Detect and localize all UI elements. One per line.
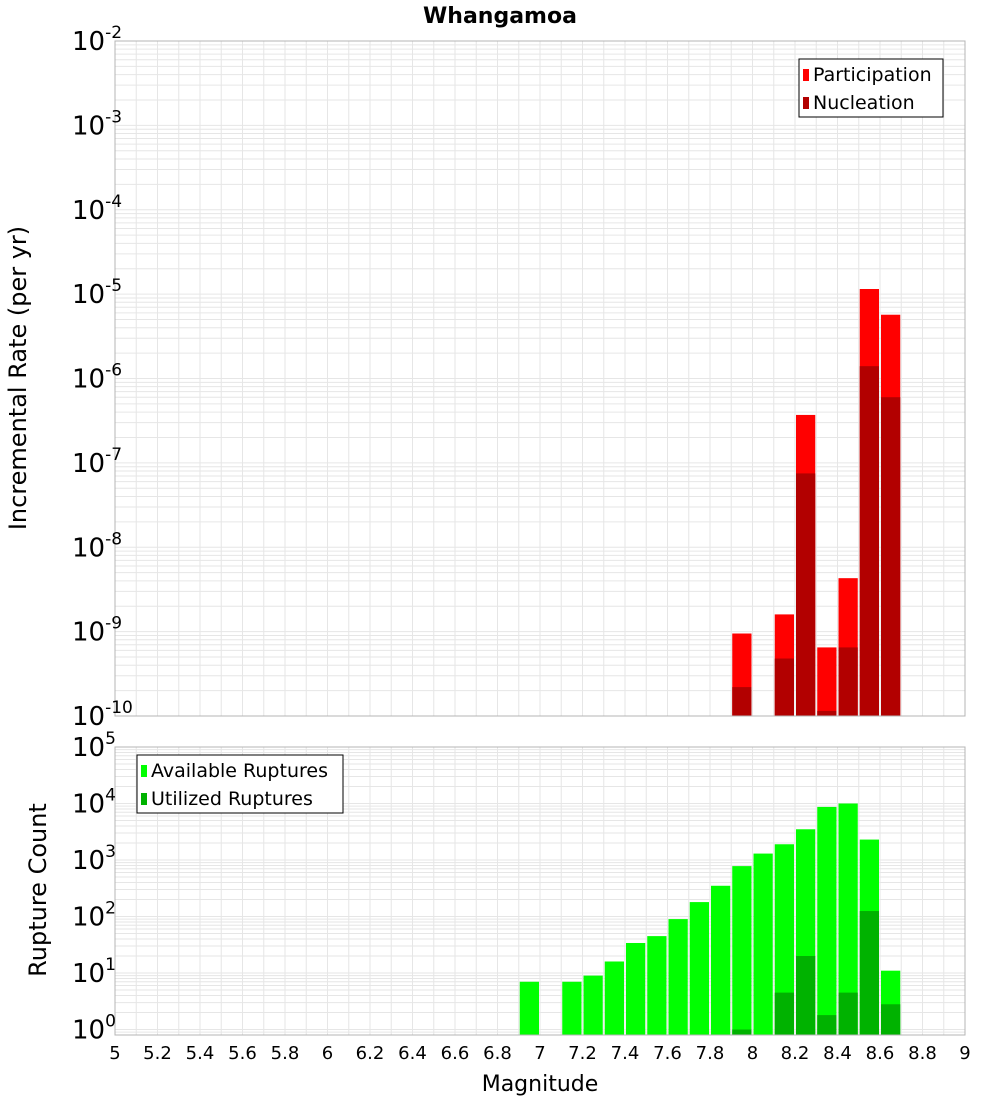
count-plot: 100 101 102 103 104 105 Available Ruptures Util…	[72, 729, 971, 1064]
bar-utilized-ruptures	[881, 1004, 901, 1035]
bar-utilized-ruptures	[859, 911, 879, 1035]
x-tick-label: 8.4	[823, 1043, 852, 1064]
y-tick-label: 10-6	[72, 361, 122, 395]
bar-available-ruptures	[562, 981, 582, 1035]
x-tick-label: 8.8	[908, 1043, 937, 1064]
legend: Available Ruptures Utilized Ruptures	[136, 754, 344, 814]
bar-participation	[817, 647, 837, 716]
bar-available-ruptures	[604, 961, 624, 1035]
x-tick-label: 6.2	[356, 1043, 385, 1064]
bar-available-ruptures	[774, 844, 794, 1035]
plot-frame	[114, 40, 966, 717]
bar-available-ruptures	[817, 806, 837, 1035]
x-tick-label: 6	[322, 1043, 333, 1064]
x-tick-label: 7.8	[696, 1043, 725, 1064]
series-utilized-ruptures	[732, 911, 901, 1035]
y-tick-label: 105	[72, 729, 116, 763]
y-tick-label: 10-8	[72, 529, 122, 563]
bar-available-ruptures	[753, 853, 773, 1035]
legend-swatch	[803, 97, 809, 109]
bar-nucleation	[817, 710, 837, 716]
bar-available-ruptures	[668, 919, 688, 1035]
bar-available-ruptures	[626, 942, 646, 1035]
y-tick-label: 10-2	[72, 23, 122, 57]
legend-swatch	[141, 765, 147, 777]
bar-utilized-ruptures	[817, 1015, 837, 1035]
bar-nucleation	[859, 366, 879, 716]
y-tick-label: 10-9	[72, 614, 122, 648]
y-tick-label: 100	[72, 1012, 116, 1046]
x-axis-label: Magnitude	[482, 1072, 599, 1097]
bar-available-ruptures	[732, 866, 752, 1035]
series-nucleation	[732, 366, 901, 716]
bar-available-ruptures	[838, 803, 858, 1035]
grid-lines	[114, 40, 966, 717]
x-tick-label: 5.6	[228, 1043, 257, 1064]
y-axis-label-count: Rupture Count	[24, 803, 52, 977]
x-tick-label: 8.2	[781, 1043, 810, 1064]
bar-available-ruptures	[689, 902, 709, 1035]
x-tick-label: 6.6	[441, 1043, 470, 1064]
rate-plot: 10-10 10-9 10-8 10-7 10-6 10-5 10-4 10-3 10-2 Par…	[72, 23, 966, 732]
bar-available-ruptures	[647, 936, 667, 1035]
bar-utilized-ruptures	[796, 956, 816, 1035]
bar-nucleation	[732, 687, 752, 716]
y-axis-label-rate: Incremental Rate (per yr)	[4, 226, 32, 530]
legend: Participation Nucleation	[798, 58, 944, 118]
bar-nucleation	[838, 647, 858, 716]
legend-label: Participation	[813, 64, 932, 86]
legend-label: Utilized Ruptures	[151, 788, 313, 810]
bar-nucleation	[796, 473, 816, 716]
y-tick-label: 101	[72, 955, 116, 989]
bar-utilized-ruptures	[838, 992, 858, 1035]
legend-label: Nucleation	[813, 92, 915, 114]
x-tick-label: 5.2	[143, 1043, 172, 1064]
legend-swatch	[141, 793, 147, 805]
x-tick-label: 5.8	[271, 1043, 300, 1064]
x-tick-label: 6.4	[398, 1043, 427, 1064]
x-tick-label: 7.6	[653, 1043, 682, 1064]
x-tick-label: 7	[534, 1043, 545, 1064]
y-tick-label: 104	[72, 786, 116, 820]
bar-nucleation	[881, 397, 901, 716]
x-tick-label: 7.2	[568, 1043, 597, 1064]
bar-available-ruptures	[711, 885, 731, 1035]
y-tick-label: 10-10	[72, 698, 133, 732]
y-tick-label: 10-3	[72, 107, 122, 141]
bar-available-ruptures	[519, 981, 539, 1035]
bar-utilized-ruptures	[732, 1029, 752, 1035]
y-tick-label: 10-4	[72, 192, 122, 226]
legend-label: Available Ruptures	[151, 760, 328, 782]
x-tick-label: 8	[747, 1043, 758, 1064]
x-tick-label: 8.6	[866, 1043, 895, 1064]
y-tick-label: 10-5	[72, 276, 122, 310]
legend-box	[136, 754, 344, 814]
y-tick-label: 103	[72, 842, 116, 876]
plot-frame	[114, 746, 966, 1036]
legend-swatch	[803, 69, 809, 81]
bar-nucleation	[774, 658, 794, 716]
y-tick-label: 10-7	[72, 445, 122, 479]
x-tick-label: 6.8	[483, 1043, 512, 1064]
bar-available-ruptures	[583, 975, 603, 1035]
y-tick-label: 102	[72, 899, 116, 933]
chart-title: Whangamoa	[423, 4, 577, 29]
bar-utilized-ruptures	[774, 992, 794, 1035]
x-tick-label: 5.4	[186, 1043, 215, 1064]
x-tick-label: 7.4	[611, 1043, 640, 1064]
legend-box	[798, 58, 944, 118]
x-tick-label: 9	[959, 1043, 970, 1064]
x-tick-label: 5	[109, 1043, 120, 1064]
